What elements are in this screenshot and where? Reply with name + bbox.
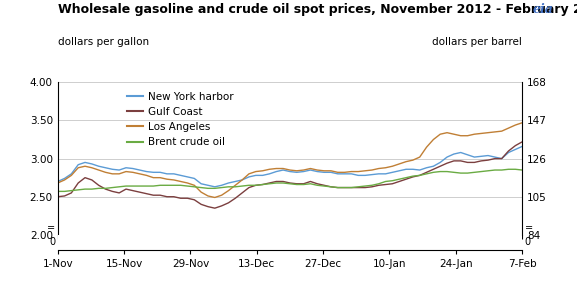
Brent crude oil xyxy=(519,168,526,172)
New York harbor xyxy=(211,185,218,188)
Text: dollars per gallon: dollars per gallon xyxy=(58,37,149,47)
Los Angeles xyxy=(328,169,335,173)
Gulf Coast xyxy=(328,185,335,188)
Los Angeles xyxy=(204,194,211,198)
Brent crude oil xyxy=(512,167,519,171)
New York harbor xyxy=(218,184,225,187)
Text: eia: eia xyxy=(533,3,554,16)
Text: Wholesale gasoline and crude oil spot prices, November 2012 - February 2013: Wholesale gasoline and crude oil spot pr… xyxy=(58,3,577,16)
Text: 0: 0 xyxy=(49,238,55,247)
Los Angeles xyxy=(519,121,526,124)
New York harbor xyxy=(88,162,95,166)
Los Angeles xyxy=(211,196,218,199)
New York harbor xyxy=(143,170,150,173)
Gulf Coast xyxy=(143,192,150,196)
Los Angeles xyxy=(54,181,61,185)
Gulf Coast xyxy=(204,205,211,209)
New York harbor xyxy=(204,184,211,187)
Los Angeles xyxy=(512,123,519,127)
New York harbor xyxy=(328,170,335,174)
Brent crude oil xyxy=(321,184,328,188)
New York harbor xyxy=(512,148,519,151)
Line: Gulf Coast: Gulf Coast xyxy=(58,142,522,208)
Line: Los Angeles: Los Angeles xyxy=(58,123,522,198)
Los Angeles xyxy=(88,166,95,170)
Brent crude oil xyxy=(88,187,95,191)
Line: Brent crude oil: Brent crude oil xyxy=(58,169,522,192)
Text: =: = xyxy=(524,223,533,233)
Text: =: = xyxy=(47,223,55,233)
Line: New York harbor: New York harbor xyxy=(58,146,522,187)
Text: 0: 0 xyxy=(524,238,531,247)
New York harbor xyxy=(54,180,61,183)
New York harbor xyxy=(519,145,526,148)
Gulf Coast xyxy=(512,144,519,147)
Brent crude oil xyxy=(204,187,211,190)
Los Angeles xyxy=(218,193,225,197)
Brent crude oil xyxy=(505,167,512,171)
Gulf Coast xyxy=(218,204,225,208)
Gulf Coast xyxy=(519,140,526,144)
Gulf Coast xyxy=(88,178,95,182)
Legend: New York harbor, Gulf Coast, Los Angeles, Brent crude oil: New York harbor, Gulf Coast, Los Angeles… xyxy=(123,88,238,152)
Brent crude oil xyxy=(211,187,218,190)
Gulf Coast xyxy=(211,206,218,210)
Text: dollars per barrel: dollars per barrel xyxy=(432,37,522,47)
Brent crude oil xyxy=(143,184,150,188)
Los Angeles xyxy=(143,174,150,177)
Gulf Coast xyxy=(54,195,61,199)
Brent crude oil xyxy=(54,190,61,193)
